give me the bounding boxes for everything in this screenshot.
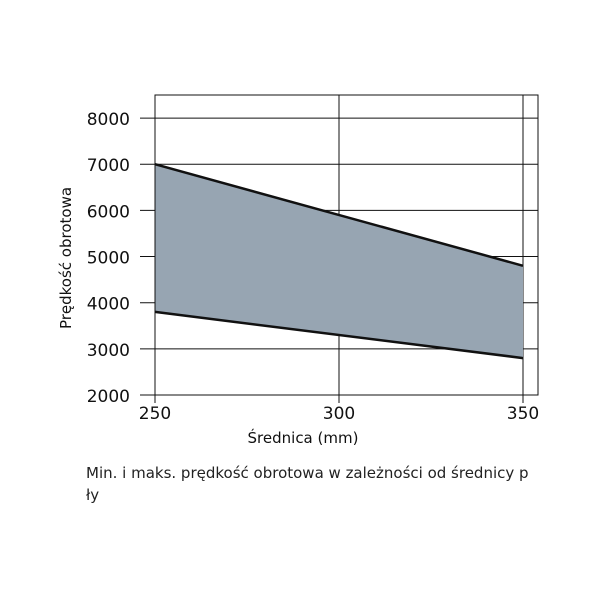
y-tick-label: 5000: [87, 249, 130, 269]
x-tick-label: 300: [323, 404, 355, 424]
y-tick-label: 6000: [87, 202, 130, 222]
x-tick-label: 350: [507, 404, 539, 424]
y-tick-labels: 2000 3000 4000 5000 6000 7000 8000: [87, 110, 130, 407]
y-tick-label: 7000: [87, 156, 130, 176]
max-speed-line: [154, 163, 524, 267]
y-axis-label: Prędkość obrotowa: [57, 187, 75, 329]
min-speed-line: [154, 310, 524, 360]
x-tick-label: 250: [139, 404, 171, 424]
x-axis-label: Średnica (mm): [248, 428, 359, 447]
chart-caption: Min. i maks. prędkość obrotowa w zależno…: [86, 464, 529, 504]
x-tick-labels: 250 300 350: [139, 404, 539, 424]
y-tick-label: 2000: [87, 387, 130, 407]
plot-frame: [154, 94, 539, 396]
y-tick-label: 8000: [87, 110, 130, 130]
y-tick-label: 4000: [87, 295, 130, 315]
speed-range-band: [155, 164, 523, 359]
y-tick-label: 3000: [87, 341, 130, 361]
